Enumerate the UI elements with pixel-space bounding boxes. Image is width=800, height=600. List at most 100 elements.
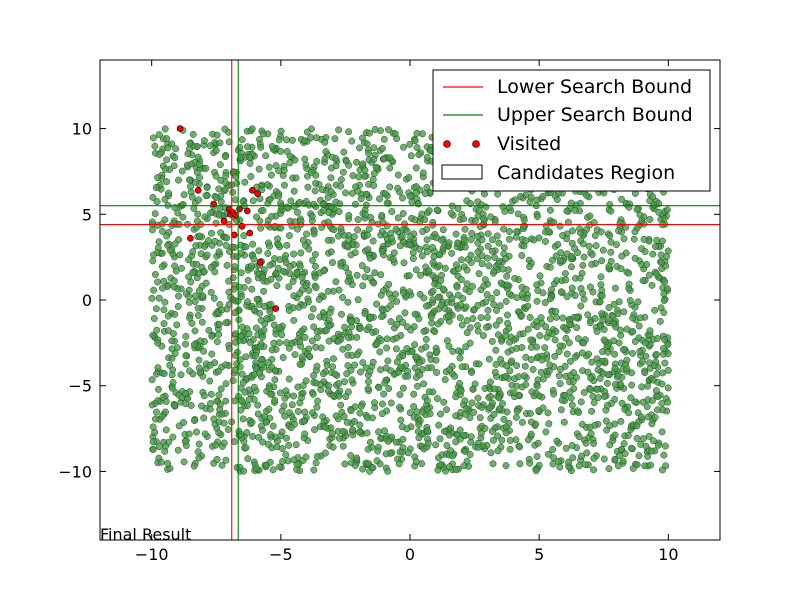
- candidate-point: [231, 196, 239, 204]
- candidate-point: [456, 354, 464, 362]
- candidate-point: [257, 224, 265, 232]
- candidate-point: [598, 292, 606, 300]
- candidate-point: [578, 349, 586, 357]
- candidate-point: [341, 378, 348, 386]
- candidate-point: [249, 240, 257, 248]
- visited-point: [244, 207, 251, 215]
- candidate-point: [502, 332, 509, 340]
- candidate-point: [575, 409, 583, 416]
- candidate-point: [345, 334, 352, 341]
- candidate-point: [324, 193, 332, 201]
- candidate-point: [313, 328, 321, 335]
- candidate-point: [577, 284, 585, 292]
- candidate-point: [264, 250, 272, 257]
- candidate-point: [199, 292, 207, 300]
- candidate-point: [182, 340, 189, 348]
- candidate-point: [274, 241, 282, 249]
- candidate-point: [165, 189, 172, 197]
- candidate-point: [379, 400, 386, 408]
- candidate-point: [327, 188, 335, 196]
- candidate-point: [311, 187, 319, 195]
- candidate-point: [529, 366, 537, 373]
- candidate-point: [302, 453, 310, 461]
- candidate-point: [620, 235, 628, 243]
- candidate-point: [546, 206, 554, 214]
- candidate-point: [646, 216, 654, 223]
- candidate-point: [535, 407, 543, 415]
- candidate-point: [454, 291, 462, 299]
- candidate-point: [660, 297, 668, 304]
- candidate-point: [168, 345, 176, 353]
- candidate-point: [366, 254, 374, 262]
- candidate-point: [399, 319, 407, 326]
- candidate-point: [175, 422, 183, 430]
- candidate-point: [259, 426, 266, 434]
- candidate-point: [149, 134, 157, 142]
- candidate-point: [342, 189, 349, 197]
- candidate-point: [579, 240, 587, 248]
- candidate-point: [290, 316, 298, 324]
- candidate-point: [641, 248, 649, 256]
- candidate-point: [663, 253, 671, 260]
- candidate-point: [441, 376, 449, 384]
- candidate-point: [652, 387, 660, 395]
- candidate-point: [215, 185, 223, 193]
- candidate-point: [154, 364, 162, 372]
- candidate-point: [205, 326, 213, 334]
- candidate-point: [561, 270, 569, 277]
- candidate-point: [557, 406, 565, 414]
- candidate-point: [534, 287, 542, 294]
- candidate-point: [233, 253, 241, 261]
- candidate-point: [536, 272, 544, 280]
- candidate-point: [488, 337, 496, 345]
- y-tick-label: 0: [82, 291, 92, 310]
- candidate-point: [546, 315, 554, 323]
- candidate-point: [375, 428, 383, 436]
- candidate-point: [423, 236, 431, 244]
- candidate-point: [320, 207, 328, 215]
- candidate-point: [445, 312, 452, 320]
- candidate-point: [174, 209, 182, 217]
- candidate-point: [213, 338, 221, 346]
- candidate-point: [337, 259, 345, 267]
- candidate-point: [259, 206, 267, 214]
- candidate-point: [533, 453, 541, 460]
- candidate-point: [423, 302, 430, 310]
- candidate-point: [422, 343, 430, 351]
- candidate-point: [285, 283, 293, 291]
- candidate-point: [368, 414, 376, 422]
- candidate-point: [396, 242, 404, 250]
- candidate-point: [468, 399, 476, 407]
- candidate-point: [433, 206, 441, 214]
- candidate-point: [356, 409, 364, 417]
- candidate-point: [159, 284, 166, 292]
- candidate-point: [411, 137, 419, 145]
- candidate-point: [478, 403, 486, 411]
- candidate-point: [169, 433, 177, 441]
- candidate-point: [429, 296, 437, 304]
- candidate-point: [396, 391, 404, 399]
- candidate-point: [591, 314, 599, 322]
- candidate-point: [168, 354, 176, 362]
- candidate-point: [373, 300, 381, 308]
- candidate-point: [586, 319, 594, 327]
- x-tick-label: −10: [135, 545, 169, 564]
- candidate-point: [405, 174, 413, 181]
- candidate-point: [248, 285, 256, 293]
- candidate-point: [345, 161, 353, 169]
- candidate-point: [612, 323, 620, 331]
- candidate-point: [186, 176, 193, 184]
- candidate-point: [267, 171, 275, 179]
- candidate-point: [648, 420, 656, 428]
- candidate-point: [302, 282, 310, 290]
- candidate-point: [343, 418, 351, 426]
- candidate-point: [356, 421, 364, 429]
- candidate-point: [380, 135, 388, 143]
- candidate-point: [541, 299, 549, 307]
- candidate-point: [342, 393, 350, 401]
- candidate-point: [661, 336, 669, 344]
- candidate-point: [629, 349, 636, 357]
- candidate-point: [201, 430, 209, 438]
- candidate-point: [489, 236, 496, 244]
- candidate-point: [378, 227, 386, 235]
